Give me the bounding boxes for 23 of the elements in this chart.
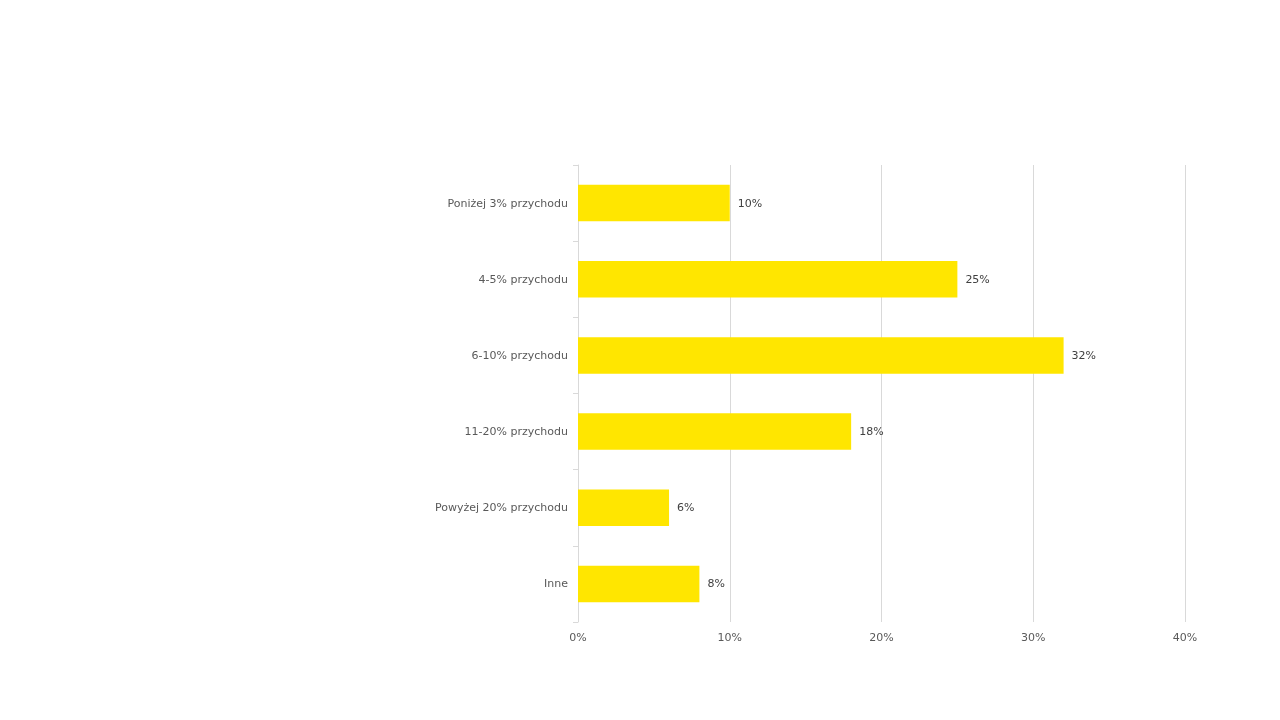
data-label: 25% [965,272,990,286]
bar [578,184,730,222]
data-label: 8% [707,577,725,591]
data-label: 32% [1071,348,1097,362]
data-label: 18% [859,425,884,439]
x-tick-label: 0% [569,631,587,644]
bar [578,337,1064,374]
y-tick-label: 6-10% przychodu [471,348,568,362]
y-tick-label: Inne [544,577,569,591]
x-tick-label: 40% [1172,631,1198,644]
bar [578,565,700,603]
y-tick-label: 4-5% przychodu [478,272,568,286]
x-tick-label: 10% [717,631,742,644]
y-tick-label: 11-20% przychodu [464,425,568,439]
x-tick-label: 20% [869,631,894,644]
bar [578,489,670,527]
y-tick-label: Powyżej 20% przychodu [434,501,568,515]
y-tick-label: Poniżej 3% przychodu [447,196,568,210]
x-tick-label: 30% [1021,631,1046,644]
bar [578,413,852,450]
data-label: 6% [677,501,695,515]
data-label: 10% [737,196,763,210]
bar [578,260,958,298]
